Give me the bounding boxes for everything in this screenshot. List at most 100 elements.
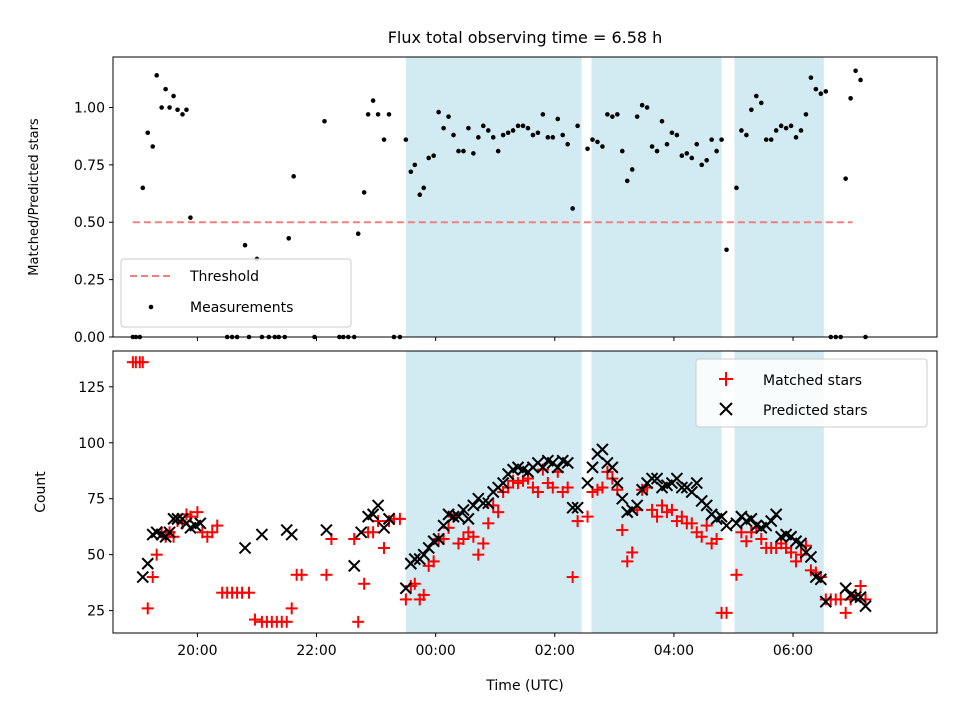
predicted-star-point bbox=[141, 557, 154, 570]
measurement-point bbox=[441, 125, 446, 131]
predicted-star-point bbox=[819, 595, 833, 608]
matched-star-point bbox=[393, 512, 406, 525]
matched-star-point bbox=[248, 613, 261, 626]
predicted-star-point bbox=[849, 590, 862, 604]
top-shade-interval bbox=[405, 57, 582, 337]
measurement-point bbox=[451, 132, 456, 138]
measurement-point bbox=[375, 112, 381, 117]
x-tick-label: 06:00 bbox=[773, 643, 813, 659]
bottom-y-ticks: 25 50 75 100 125 bbox=[78, 380, 113, 620]
legend-threshold-label: Threshold bbox=[189, 269, 259, 285]
measurement-point bbox=[550, 135, 556, 140]
matched-star-point bbox=[295, 568, 308, 581]
predicted-star-point bbox=[536, 461, 550, 474]
measurement-point bbox=[184, 107, 189, 113]
measurement-point bbox=[570, 206, 575, 211]
chart-title: Flux total observing time = 6.58 h bbox=[388, 28, 663, 47]
measurement-point bbox=[739, 128, 744, 133]
predicted-star-point bbox=[571, 501, 584, 514]
predicted-star-point bbox=[452, 510, 465, 523]
measurement-point bbox=[171, 93, 176, 99]
measurement-point bbox=[585, 146, 590, 152]
predicted-star-point bbox=[611, 476, 624, 490]
predicted-star-point bbox=[167, 512, 180, 526]
top-x-ticks bbox=[196, 337, 794, 341]
predicted-star-point bbox=[581, 476, 594, 490]
matched-star-point bbox=[372, 515, 385, 528]
measurement-point bbox=[510, 128, 516, 133]
top-y-axis-label: Matched/Predicted stars bbox=[27, 118, 42, 276]
measurement-point bbox=[466, 125, 471, 131]
measurement-point bbox=[634, 114, 640, 119]
matched-star-point bbox=[141, 602, 154, 615]
legend-matched-swatch bbox=[719, 372, 733, 386]
top-panel: 0.00 0.25 0.50 0.75 1.00 Flux total observin… bbox=[27, 28, 938, 346]
x-axis-label: Time (UTC) bbox=[485, 678, 563, 694]
predicted-star-point bbox=[690, 476, 703, 490]
predicted-star-point bbox=[804, 550, 818, 564]
measurement-point bbox=[242, 242, 248, 248]
matched-star-point bbox=[571, 515, 584, 528]
x-tick-label: 00:00 bbox=[415, 643, 455, 659]
measurement-point bbox=[386, 112, 392, 117]
measurement-point bbox=[605, 112, 610, 117]
measurement-point bbox=[704, 157, 709, 163]
measurement-point bbox=[734, 185, 739, 191]
predicted-star-point bbox=[700, 499, 713, 512]
measurement-point bbox=[291, 174, 296, 179]
measurement-point bbox=[798, 128, 804, 133]
measurement-point bbox=[629, 167, 635, 172]
matched-star-point bbox=[621, 555, 634, 568]
predicted-star-point bbox=[320, 523, 333, 537]
measurement-point bbox=[684, 151, 690, 156]
matched-star-point bbox=[785, 546, 798, 559]
predicted-star-point bbox=[675, 481, 689, 494]
measurement-point bbox=[140, 185, 146, 191]
predicted-star-point bbox=[715, 510, 728, 523]
matched-star-point bbox=[211, 519, 224, 532]
measurement-point bbox=[167, 105, 172, 110]
measurement-point bbox=[154, 73, 159, 78]
predicted-star-point bbox=[650, 472, 664, 485]
matched-star-point bbox=[367, 526, 380, 539]
measurement-point bbox=[783, 125, 789, 131]
measurement-point bbox=[843, 176, 848, 181]
measurement-point bbox=[694, 141, 700, 147]
matched-star-point bbox=[320, 568, 333, 581]
predicted-star-point bbox=[685, 485, 698, 499]
predicted-star-point bbox=[482, 496, 495, 510]
matched-star-point bbox=[457, 533, 470, 545]
measurement-point bbox=[610, 114, 615, 119]
measurement-point bbox=[813, 86, 819, 92]
predicted-star-point bbox=[382, 512, 396, 526]
measurement-point bbox=[456, 148, 461, 154]
predicted-star-point bbox=[136, 570, 149, 584]
measurement-point bbox=[175, 107, 180, 113]
measurement-point bbox=[515, 123, 521, 129]
predicted-star-point bbox=[606, 461, 619, 474]
measurement-point bbox=[773, 128, 779, 133]
measurement-point bbox=[615, 112, 620, 117]
x-tick-label: 22:00 bbox=[296, 643, 336, 659]
predicted-star-point bbox=[255, 528, 269, 541]
measurement-point bbox=[659, 118, 665, 124]
predicted-star-point bbox=[814, 573, 828, 586]
matched-star-point bbox=[755, 533, 768, 545]
matched-star-point bbox=[854, 580, 867, 592]
matched-stars-series bbox=[126, 356, 872, 628]
measurement-point bbox=[408, 169, 414, 175]
top-legend: Threshold Measurements bbox=[120, 258, 352, 328]
measurement-point bbox=[624, 178, 630, 184]
predicted-star-point bbox=[854, 590, 867, 604]
matched-star-point bbox=[378, 541, 391, 554]
predicted-star-point bbox=[586, 461, 599, 474]
bottom-y-tick-label: 75 bbox=[87, 492, 105, 508]
top-y-tick-label: 0.00 bbox=[74, 330, 105, 346]
predicted-star-point bbox=[462, 512, 475, 526]
legend-matched-label: Matched stars bbox=[763, 373, 862, 389]
measurement-point bbox=[669, 130, 675, 136]
measurement-point bbox=[490, 135, 496, 140]
matched-star-point bbox=[740, 535, 753, 548]
matched-star-point bbox=[280, 615, 293, 628]
matched-star-point bbox=[191, 506, 204, 519]
